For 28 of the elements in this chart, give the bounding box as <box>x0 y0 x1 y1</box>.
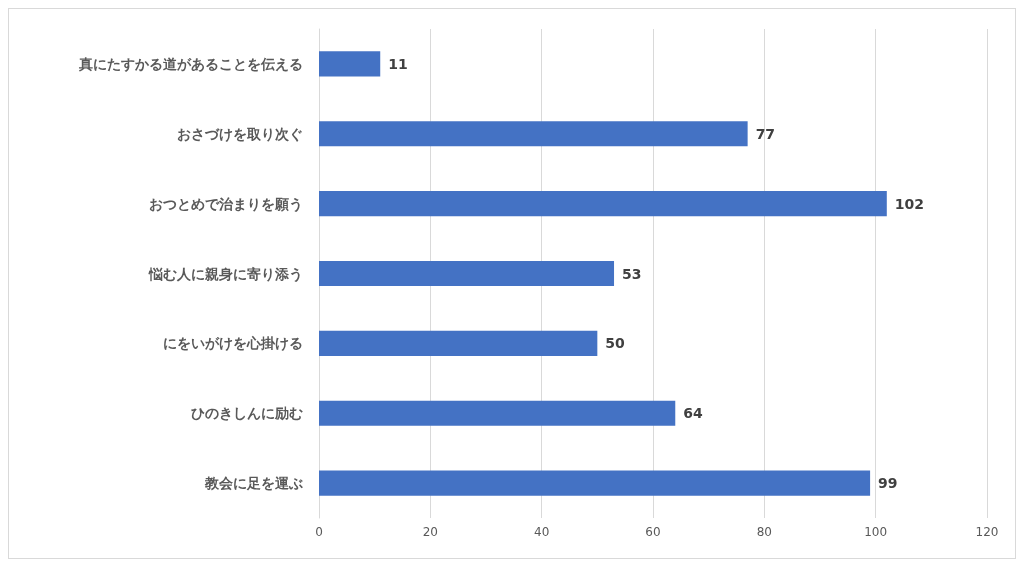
bar <box>319 260 615 287</box>
x-tick-label: 20 <box>422 525 438 539</box>
x-tick-label: 40 <box>534 525 550 539</box>
x-tick-label: 80 <box>756 525 772 539</box>
bar <box>319 400 676 426</box>
data-label: 64 <box>683 405 704 422</box>
data-label: 102 <box>894 195 925 212</box>
data-label: 77 <box>755 125 776 142</box>
x-tick-label: 100 <box>864 525 888 539</box>
y-tick-label: 教会に足を運ぶ <box>204 475 303 492</box>
x-tick-label: 0 <box>315 525 323 539</box>
bar <box>319 121 748 147</box>
x-tick-label: 120 <box>975 525 999 539</box>
bar <box>319 470 871 496</box>
data-label: 11 <box>388 55 408 72</box>
bar <box>319 191 887 217</box>
y-tick-label: ひのきしんに励む <box>191 405 303 422</box>
y-tick-label: おつとめで治まりを願う <box>149 195 303 213</box>
bar <box>319 51 381 77</box>
data-label: 99 <box>878 475 898 492</box>
y-tick-label: 真にたすかる道があることを伝える <box>78 55 303 72</box>
data-label: 53 <box>622 265 642 282</box>
data-label: 50 <box>605 335 626 352</box>
bar <box>319 330 598 356</box>
y-tick-label: 悩む人に親身に寄り添う <box>148 265 303 283</box>
x-tick-label: 60 <box>645 525 661 539</box>
y-tick-label: にをいがけを心掛ける <box>163 335 303 352</box>
y-tick-label: おさづけを取り次ぐ <box>177 125 303 142</box>
